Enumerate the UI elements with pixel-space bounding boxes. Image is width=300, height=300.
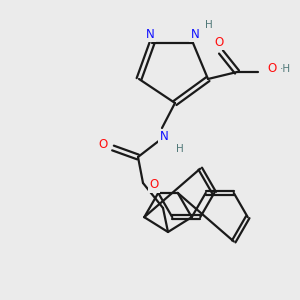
- Text: O: O: [214, 35, 224, 49]
- Text: ·H: ·H: [280, 64, 291, 74]
- Text: H: H: [176, 144, 184, 154]
- Text: N: N: [146, 28, 154, 40]
- Text: O: O: [98, 137, 108, 151]
- Text: H: H: [205, 20, 213, 30]
- Text: O: O: [149, 178, 159, 191]
- Text: N: N: [160, 130, 168, 143]
- Text: N: N: [190, 28, 200, 40]
- Text: O: O: [267, 62, 276, 76]
